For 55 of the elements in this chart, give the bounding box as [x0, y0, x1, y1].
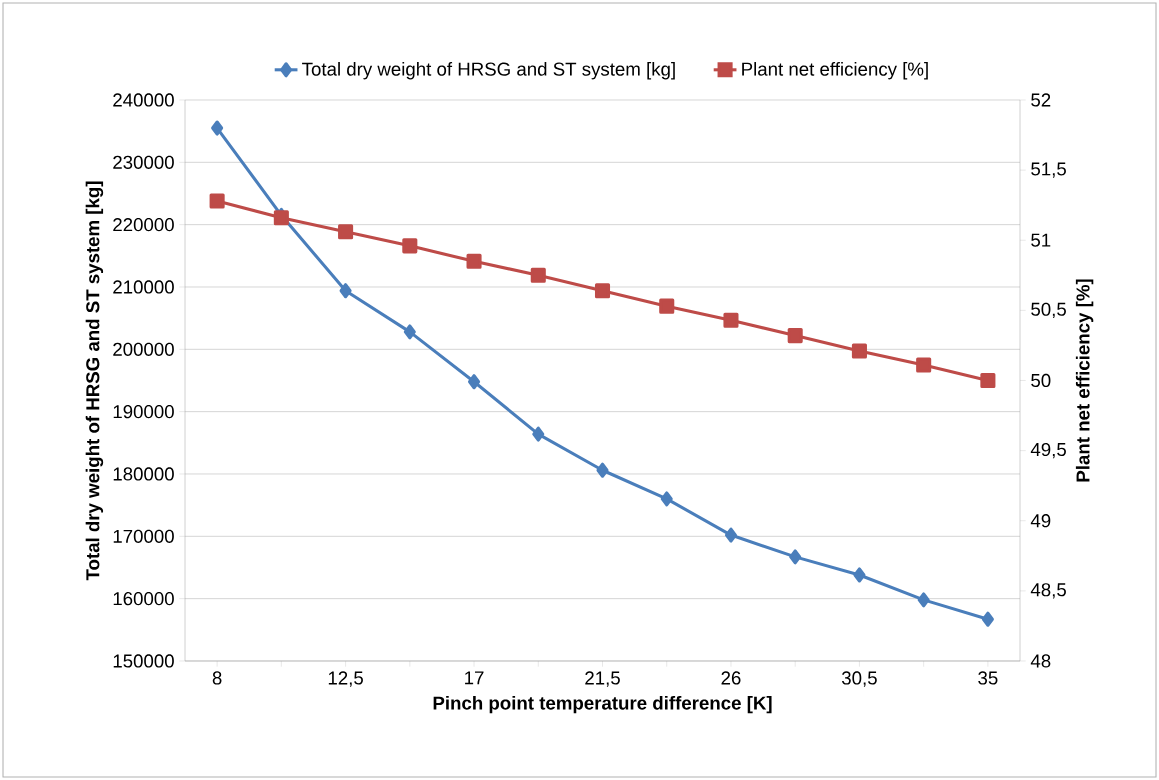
point [403, 324, 416, 340]
y-tick-label: 190000 [113, 405, 174, 419]
x-axis-title: Pinch point temperature difference [K] [433, 695, 772, 714]
point [530, 267, 546, 283]
point [339, 283, 352, 299]
point [916, 357, 932, 373]
x-tick-label: 35 [978, 671, 998, 685]
y-tick-label: 180000 [113, 467, 174, 481]
point [532, 426, 545, 442]
y-tick-label: 170000 [113, 529, 174, 543]
y-tick-label: 230000 [113, 155, 174, 169]
y-tick-label: 240000 [113, 93, 174, 107]
point [980, 372, 996, 389]
y2-tick-label: 48 [1030, 654, 1051, 668]
point [596, 462, 609, 478]
y2-tick-label: 51 [1031, 233, 1051, 247]
x-tick-label: 8 [212, 671, 222, 685]
point [402, 238, 418, 254]
x-tick-label: 17 [465, 671, 484, 685]
x-tick-label: 21,5 [585, 671, 620, 687]
point [660, 491, 673, 507]
y2-tick-label: 50 [1031, 373, 1051, 388]
point [789, 549, 802, 565]
y-axis-title: Total dry weight of HRSG and ST system [kg] [85, 181, 104, 581]
point [211, 120, 224, 136]
point [209, 193, 225, 209]
legend-label: Total dry weight of HRSG and ST system [kg] [302, 62, 675, 80]
point [468, 374, 481, 390]
y2-tick-label: 49 [1030, 514, 1051, 528]
y2-axis-title: Plant net efficiency [%] [1075, 279, 1094, 482]
point [851, 343, 867, 359]
x-tick-label: 30,5 [841, 671, 877, 687]
point [594, 283, 611, 299]
y-tick-label: 220000 [113, 218, 174, 232]
point [787, 328, 803, 344]
point [853, 567, 866, 583]
y-tick-label: 150000 [113, 654, 174, 668]
point [981, 611, 994, 627]
point [724, 527, 738, 543]
legend-label: Plant net efficiency [%] [742, 62, 928, 80]
point [466, 253, 482, 269]
y-tick-label: 160000 [113, 592, 174, 606]
point [338, 224, 354, 240]
x-tick-label: 12,5 [328, 671, 363, 687]
y2-tick-label: 48,5 [1030, 583, 1066, 599]
point [659, 298, 675, 314]
y2-tick-label: 49,5 [1030, 442, 1066, 459]
y-tick-label: 200000 [113, 342, 174, 356]
y2-tick-label: 52 [1031, 93, 1051, 107]
x-tick-label: 26 [721, 671, 741, 685]
y2-tick-label: 50,5 [1031, 302, 1066, 319]
y-tick-label: 210000 [113, 280, 174, 294]
point [917, 592, 930, 608]
y2-tick-label: 51,5 [1031, 162, 1066, 178]
point [723, 312, 739, 328]
